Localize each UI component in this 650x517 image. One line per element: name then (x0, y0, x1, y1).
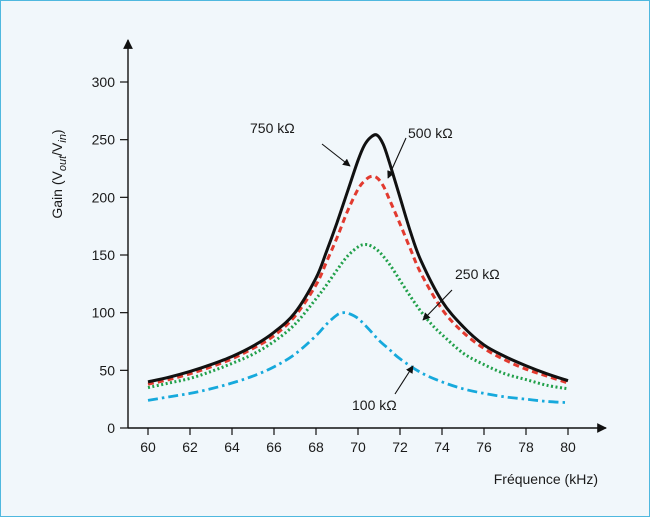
series-label: 100 kΩ (352, 397, 397, 413)
x-tick-label: 74 (434, 439, 450, 455)
x-tick-label: 70 (350, 439, 366, 455)
label-pointers (321, 137, 453, 395)
y-axis-title-part-1: Gain (V (49, 170, 65, 218)
x-tick-label: 72 (392, 439, 408, 455)
series-line-500kohm (147, 174, 569, 386)
series-label: 500 kΩ (408, 125, 453, 141)
label-pointer-arrow (394, 365, 414, 395)
x-tick-label: 80 (560, 439, 576, 455)
y-tick-label: 0 (107, 420, 115, 436)
x-tick-label: 64 (224, 439, 240, 455)
y-tick-label: 300 (92, 74, 116, 90)
label-pointer-arrow (387, 137, 407, 179)
tick-labels: 60 62 64 66 68 70 72 74 76 78 80 0 50 100 150 200 250 300 (92, 74, 576, 455)
label-pointer-arrow (321, 143, 351, 167)
x-tick-label: 76 (476, 439, 492, 455)
series-line-750kohm (147, 133, 569, 384)
series-labels: 750 kΩ 500 kΩ 250 kΩ 100 kΩ (250, 120, 500, 413)
y-tick-label: 250 (92, 132, 116, 148)
x-tick-label: 62 (182, 439, 198, 455)
x-tick-label: 68 (308, 439, 324, 455)
y-axis-title: Gain (Vout/Vin) (49, 129, 69, 218)
y-tick-label: 100 (92, 305, 116, 321)
y-tick-label: 200 (92, 189, 116, 205)
y-tick-label: 150 (92, 247, 116, 263)
y-axis-title-part-2: /V (49, 142, 65, 156)
y-axis-title-sub-in: in (57, 134, 69, 143)
label-pointer-arrow (422, 289, 453, 321)
y-axis-title-sub-out: out (57, 155, 69, 171)
x-tick-label: 66 (266, 439, 282, 455)
x-tick-label: 78 (518, 439, 534, 455)
y-tick-label: 50 (99, 362, 115, 378)
series-curves (147, 133, 569, 405)
x-tick-label: 60 (140, 439, 156, 455)
y-axis-title-part-3: ) (49, 129, 65, 134)
series-line-100kohm (147, 311, 569, 405)
series-label: 750 kΩ (250, 120, 295, 136)
tick-marks (120, 81, 569, 435)
series-label: 250 kΩ (455, 266, 500, 282)
x-axis-title: Fréquence (kHz) (494, 471, 598, 487)
